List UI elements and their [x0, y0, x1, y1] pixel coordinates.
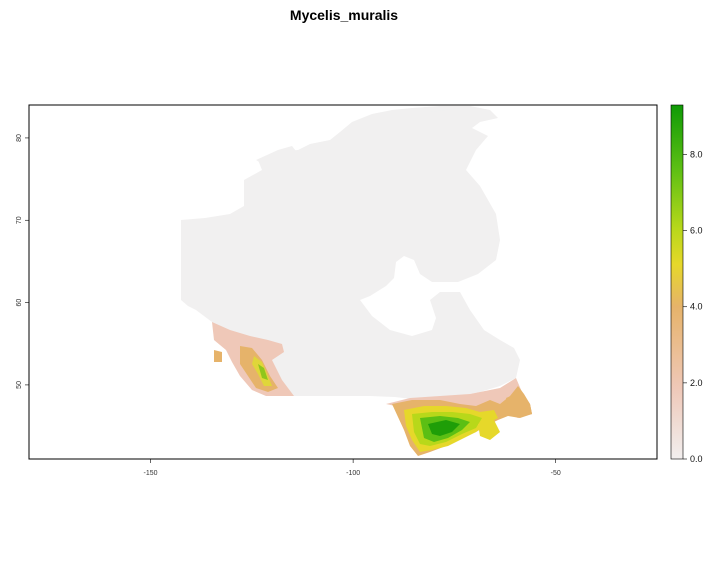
colorbar-axis: 0.0 2.0 4.0 6.0 8.0 — [683, 149, 703, 464]
west-green-zone — [258, 364, 268, 380]
colorbar-tick-label: 2.0 — [690, 378, 703, 388]
colorbar — [670, 104, 684, 460]
y-axis: 50 60 70 80 — [16, 134, 29, 389]
colorbar-tick-label: 8.0 — [690, 149, 703, 159]
colorbar-tick-label: 6.0 — [690, 226, 703, 236]
x-tick-label: -100 — [346, 470, 360, 477]
x-axis: -150 -100 -50 — [144, 459, 561, 477]
east-darkgreen-zone — [428, 420, 460, 436]
x-tick-label: -50 — [551, 470, 561, 477]
east-nova-scotia-zone — [506, 392, 532, 416]
map-frame — [28, 104, 658, 460]
x-tick-label: -150 — [144, 470, 158, 477]
map-title: Mycelis_muralis — [290, 7, 398, 23]
colorbar-tick-label: 4.0 — [690, 302, 703, 312]
map-raster — [181, 106, 532, 456]
y-tick-label: 70 — [16, 216, 23, 224]
east-south-yellow — [478, 420, 500, 440]
y-tick-label: 60 — [16, 299, 23, 307]
canada-landmass — [181, 106, 520, 400]
y-tick-label: 80 — [16, 134, 23, 142]
arctic-islands — [256, 108, 472, 180]
y-tick-label: 50 — [16, 381, 23, 389]
colorbar-tick-label: 0.0 — [690, 454, 703, 464]
